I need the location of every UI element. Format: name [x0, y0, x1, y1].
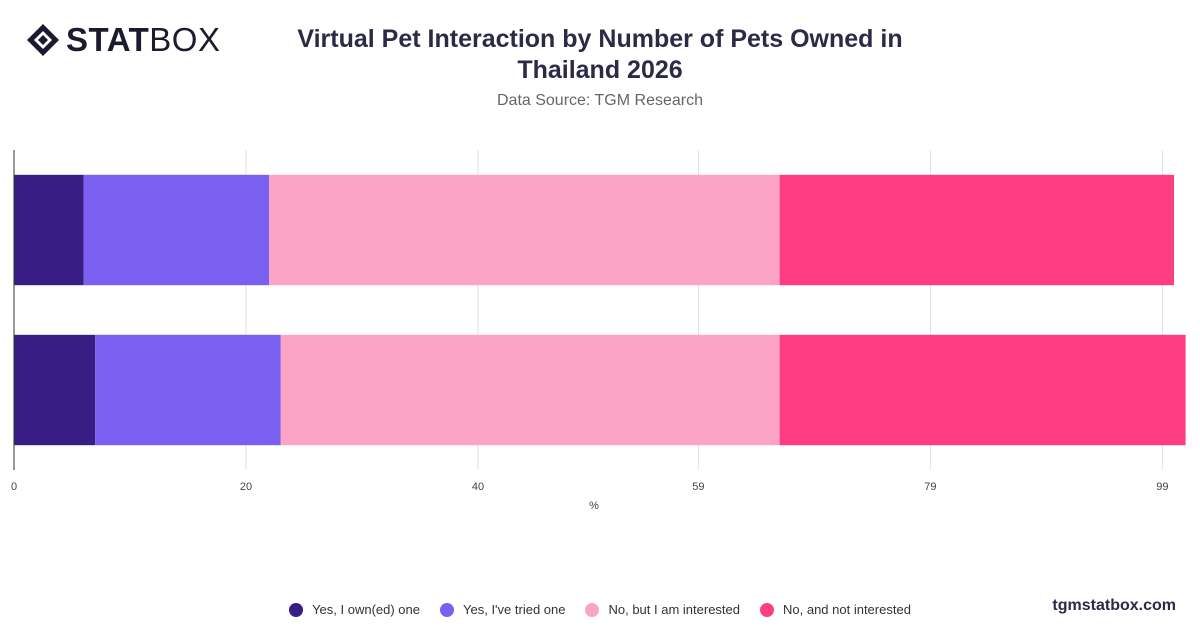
legend-label: No, and not interested: [783, 602, 911, 617]
bar-segment: [14, 174, 84, 286]
legend-swatch: [760, 602, 774, 617]
legend-swatch: [289, 602, 304, 617]
bar-segment: [779, 334, 1186, 446]
bar-segment: [95, 334, 281, 446]
x-tick-label: 0: [11, 481, 17, 493]
legend-label: Yes, I've tried one: [463, 602, 566, 617]
logo-text-bold: STAT: [66, 21, 150, 58]
chart-subtitle: Data Source: TGM Research: [496, 92, 703, 109]
x-axis-label: %: [589, 500, 599, 512]
bar-segment: [779, 174, 1174, 286]
x-tick-label: 79: [924, 481, 936, 493]
legend-swatch: [585, 602, 600, 617]
legend-item[interactable]: Yes, I've tried one: [440, 602, 565, 617]
legend-label: Yes, I own(ed) one: [312, 602, 421, 617]
stacked-bar-chart: 0 20 40 59 79 99%: [11, 150, 1186, 512]
statbox-logo: STATBOX: [26, 22, 220, 58]
legend-item[interactable]: Yes, I own(ed) one: [289, 602, 420, 617]
bar-segment: [83, 174, 270, 286]
x-tick-label: 20: [240, 481, 252, 493]
x-tick-label: 40: [472, 481, 484, 493]
chart-legend: Yes, I own(ed) one Yes, I've tried one No,…: [0, 602, 1200, 617]
legend-label: No, but I am interested: [608, 602, 740, 617]
bar-segment: [269, 174, 780, 286]
site-watermark: tgmstatbox.com: [1052, 597, 1176, 614]
chart-title: Virtual Pet Interaction by Number of Pet…: [297, 25, 903, 84]
x-tick-label: 99: [1156, 481, 1168, 493]
legend-swatch: [440, 602, 455, 617]
legend-item[interactable]: No, but I am interested: [585, 602, 740, 617]
legend-item[interactable]: No, and not interested: [760, 602, 911, 617]
bar-segment: [280, 334, 780, 446]
x-tick-label: 59: [692, 481, 704, 493]
logo-text-light: BOX: [149, 21, 221, 58]
logo-text: STATBOX: [66, 22, 220, 58]
bar-segment: [14, 334, 96, 446]
statbox-diamond-icon: [27, 24, 59, 56]
